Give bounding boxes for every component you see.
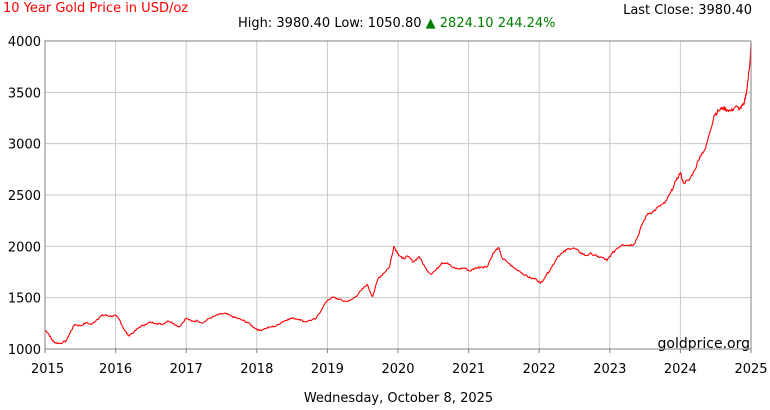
change-percent: 244.24% <box>497 16 556 31</box>
chart-title: 10 Year Gold Price in USD/oz <box>3 1 189 16</box>
x-tick-label: 2018 <box>240 362 273 377</box>
y-tick-label: 4000 <box>8 35 41 50</box>
high-label: High: <box>238 16 273 31</box>
change-arrow-icon: ▲ <box>425 16 436 31</box>
last-close-label: Last Close: <box>623 3 695 18</box>
y-tick-label: 2500 <box>8 189 41 204</box>
x-tick-label: 2024 <box>664 362 697 377</box>
x-tick-label: 2019 <box>311 362 344 377</box>
x-tick-label: 2017 <box>170 362 203 377</box>
plot-frame <box>44 40 752 350</box>
change-value: 2824.10 <box>439 16 494 31</box>
x-tick-label: 2025 <box>734 362 767 377</box>
x-tick-label: 2023 <box>593 362 626 377</box>
x-tick-label: 2015 <box>31 362 64 377</box>
x-tick-label: 2016 <box>99 362 132 377</box>
y-tick-label: 3000 <box>8 138 41 153</box>
x-tick-label: 2020 <box>381 362 414 377</box>
y-tick-label: 2000 <box>8 240 41 255</box>
price-series <box>44 43 752 345</box>
watermark: goldprice.org <box>658 336 750 352</box>
current-date: Wednesday, October 8, 2025 <box>303 391 494 406</box>
y-axis-ticks: 1000 1500 2000 2500 3000 3500 4000 <box>8 35 41 358</box>
grid-lines <box>44 40 752 350</box>
price-line <box>44 43 752 345</box>
last-close-value: 3980.40 <box>698 3 752 18</box>
low-label: Low: <box>334 16 364 31</box>
high-value: 3980.40 <box>276 16 331 31</box>
x-axis-ticks: 2015 2016 2017 2018 2019 2020 2021 2022 2023 2024… <box>31 349 768 377</box>
price-stats: High: 3980.40 Low: 1050.80 ▲ 2824.10 244… <box>238 16 556 31</box>
y-tick-label: 1000 <box>8 343 41 358</box>
x-tick-label: 2021 <box>452 362 485 377</box>
low-value: 1050.80 <box>367 16 422 31</box>
y-tick-label: 1500 <box>8 292 41 307</box>
x-tick-label: 2022 <box>523 362 556 377</box>
last-close: Last Close: 3980.40 <box>623 3 752 18</box>
y-tick-label: 3500 <box>8 86 41 101</box>
